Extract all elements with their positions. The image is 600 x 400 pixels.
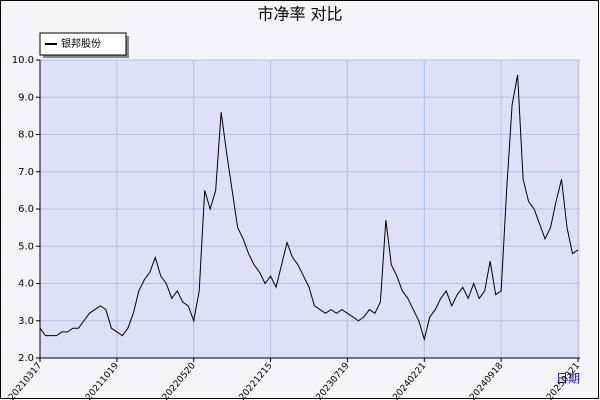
y-tick-label: 4.0 [18, 279, 34, 290]
chart-title: 市净率 对比 [257, 5, 342, 24]
y-tick-label: 2.0 [18, 353, 34, 364]
x-axis-label: 日期 [556, 372, 580, 386]
legend [39, 32, 127, 56]
line-series [39, 74, 579, 342]
y-tick-label: 10.0 [12, 55, 34, 66]
y-tick-label: 8.0 [18, 130, 34, 141]
y-tick-label: 7.0 [18, 167, 34, 178]
y-tick-label: 3.0 [18, 316, 34, 327]
y-tick-label: 5.0 [18, 241, 34, 252]
legend-label: 银邦股份 [61, 37, 101, 50]
y-tick-label: 9.0 [18, 92, 34, 103]
y-tick-label: 6.0 [18, 204, 34, 215]
